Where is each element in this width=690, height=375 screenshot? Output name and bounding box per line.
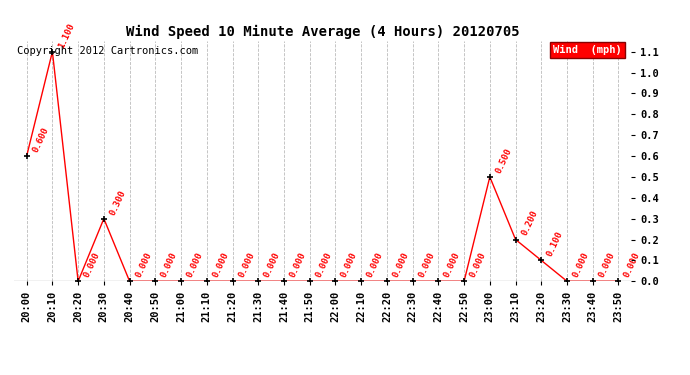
Text: 0.000: 0.000 <box>391 251 411 279</box>
Text: 1.100: 1.100 <box>57 21 76 50</box>
Text: 0.000: 0.000 <box>339 251 359 279</box>
Text: 0.000: 0.000 <box>159 251 179 279</box>
Text: 0.000: 0.000 <box>417 251 436 279</box>
Text: 0.000: 0.000 <box>185 251 205 279</box>
Text: 0.000: 0.000 <box>469 251 488 279</box>
Text: 0.000: 0.000 <box>237 251 256 279</box>
Text: 0.600: 0.600 <box>31 126 50 154</box>
Text: 0.000: 0.000 <box>262 251 282 279</box>
Text: 0.000: 0.000 <box>82 251 102 279</box>
Text: 0.100: 0.100 <box>546 230 565 258</box>
Text: 0.000: 0.000 <box>211 251 230 279</box>
Text: 0.300: 0.300 <box>108 188 128 216</box>
Text: 0.000: 0.000 <box>134 251 153 279</box>
Text: Wind  (mph): Wind (mph) <box>553 45 622 55</box>
Text: 0.000: 0.000 <box>571 251 591 279</box>
Text: Copyright 2012 Cartronics.com: Copyright 2012 Cartronics.com <box>17 46 198 56</box>
Title: Wind Speed 10 Minute Average (4 Hours) 20120705: Wind Speed 10 Minute Average (4 Hours) 2… <box>126 24 520 39</box>
Text: 0.000: 0.000 <box>288 251 308 279</box>
Text: 0.000: 0.000 <box>365 251 385 279</box>
Text: 0.000: 0.000 <box>622 251 642 279</box>
Text: 0.000: 0.000 <box>314 251 333 279</box>
Text: 0.200: 0.200 <box>520 209 540 237</box>
Text: 0.000: 0.000 <box>597 251 616 279</box>
Text: 0.000: 0.000 <box>442 251 462 279</box>
Text: 0.500: 0.500 <box>494 147 513 175</box>
